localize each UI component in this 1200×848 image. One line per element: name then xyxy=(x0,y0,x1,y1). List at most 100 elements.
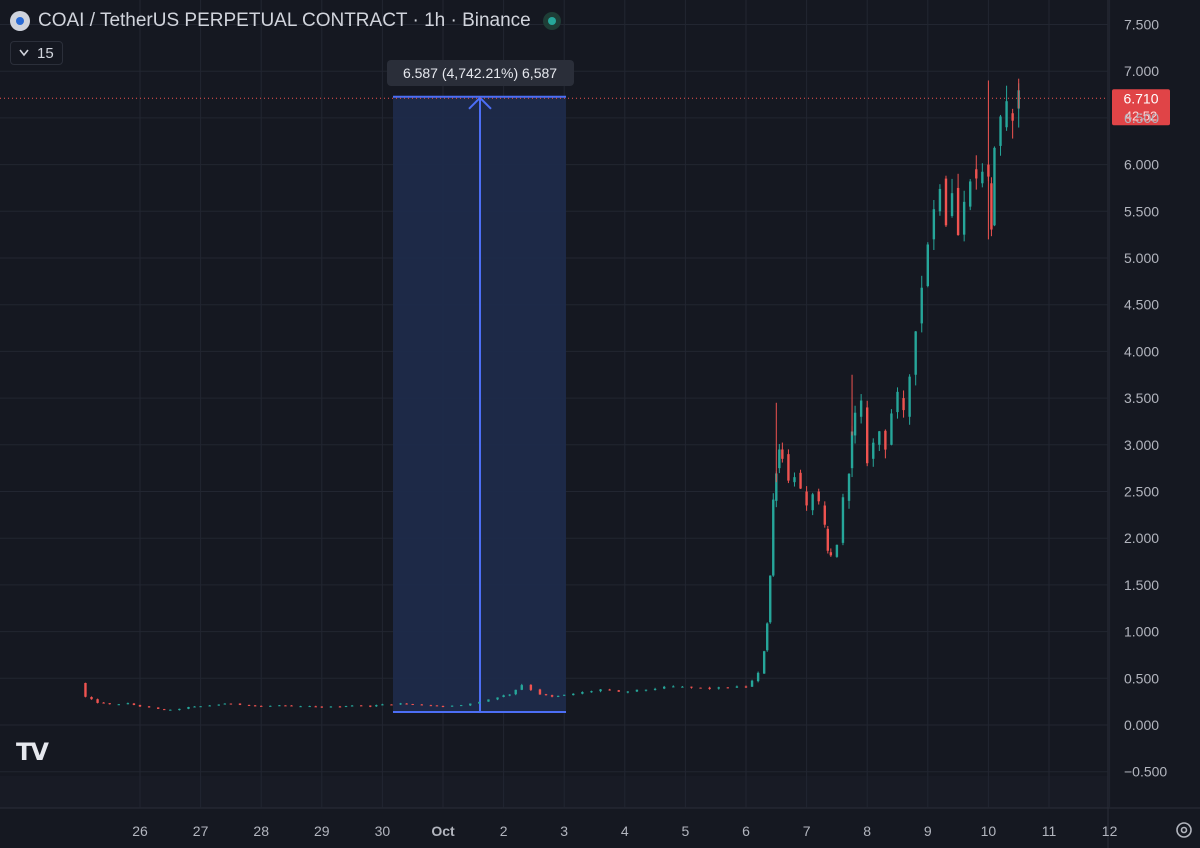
last-price-tag xyxy=(1112,89,1170,126)
candle-body xyxy=(459,705,463,707)
candle-body xyxy=(793,477,796,483)
candle-body xyxy=(823,505,826,525)
candle-body xyxy=(962,201,966,235)
candle-body xyxy=(169,709,172,711)
candle-body xyxy=(775,473,778,501)
candle-body xyxy=(469,703,472,706)
measure-label: 6.587 (4,742.21%) 6,587 xyxy=(403,65,557,81)
candle-body xyxy=(96,699,99,703)
candle-body xyxy=(750,680,754,687)
last-price-value: 6.710 xyxy=(1123,90,1158,106)
candle-body xyxy=(690,686,693,688)
y-tick-label: 2.500 xyxy=(1124,484,1159,500)
x-tick-label: Oct xyxy=(431,823,455,839)
candle-body xyxy=(269,705,272,707)
candle-body xyxy=(990,183,993,230)
settings-gear-icon[interactable] xyxy=(1174,820,1194,840)
candle-body xyxy=(778,449,781,469)
candle-body xyxy=(826,528,830,551)
candle-body xyxy=(538,689,542,695)
x-tick-label: 11 xyxy=(1042,823,1057,839)
candle-body xyxy=(735,686,739,688)
x-tick-label: 4 xyxy=(621,823,629,839)
candle-body xyxy=(799,472,802,489)
interval-selector[interactable]: 15 xyxy=(10,41,63,65)
candle-body xyxy=(381,704,384,706)
x-tick-label: 6 xyxy=(742,823,750,839)
candle-body xyxy=(866,407,869,464)
candle-body xyxy=(717,687,720,689)
candle-body xyxy=(1005,101,1008,128)
candle-body xyxy=(217,704,220,706)
x-tick-label: 7 xyxy=(803,823,811,839)
candle-body xyxy=(544,694,548,696)
candle-body xyxy=(938,188,942,212)
candle-body xyxy=(635,689,639,692)
symbol-title: COAI / TetherUS PERPETUAL CONTRACT · 1h … xyxy=(38,10,531,31)
candle-body xyxy=(662,686,666,689)
candle-body xyxy=(84,682,87,697)
candle-body xyxy=(156,707,160,709)
y-tick-label: 7.500 xyxy=(1124,17,1159,33)
y-tick-label: 4.000 xyxy=(1124,343,1159,359)
measure-label-box xyxy=(387,60,574,86)
candle-body xyxy=(853,412,857,436)
candle-body xyxy=(108,703,111,705)
candle-body xyxy=(260,705,263,707)
y-tick-label: 4.500 xyxy=(1124,297,1159,313)
candle-body xyxy=(572,693,575,696)
candle-body xyxy=(102,702,105,704)
x-tick-label: 26 xyxy=(132,823,148,839)
candle-body xyxy=(981,171,984,184)
candle-body xyxy=(805,491,808,506)
candle-body xyxy=(835,544,839,557)
y-tick-label: 3.500 xyxy=(1124,390,1159,406)
candle-body xyxy=(514,689,517,695)
candle-body xyxy=(126,703,130,705)
candle-body xyxy=(147,706,151,708)
x-tick-label: 2 xyxy=(500,823,508,839)
y-tick-label: 6.500 xyxy=(1124,110,1159,126)
candle-body xyxy=(672,686,675,688)
candle-body xyxy=(329,706,333,708)
candle-body xyxy=(944,178,948,226)
symbol-legend[interactable]: COAI / TetherUS PERPETUAL CONTRACT · 1h … xyxy=(10,10,561,32)
candle-body xyxy=(208,705,211,707)
y-tick-label: 5.500 xyxy=(1124,203,1159,219)
candle-body xyxy=(193,706,196,708)
x-tick-label: 28 xyxy=(253,823,269,839)
candle-body xyxy=(429,705,433,707)
candle-body xyxy=(975,169,978,179)
candle-body xyxy=(744,686,748,688)
candle-body xyxy=(884,430,887,450)
candle-body xyxy=(850,431,854,469)
candle-body xyxy=(787,454,790,481)
candle-body xyxy=(253,705,257,707)
candle-body xyxy=(435,705,439,707)
y-tick-label: 1.000 xyxy=(1124,624,1159,640)
candle-body xyxy=(375,705,378,707)
candle-body xyxy=(811,494,814,511)
candle-body xyxy=(781,449,784,459)
candle-body xyxy=(556,695,560,697)
candle-body xyxy=(520,685,523,690)
tradingview-logo: TV xyxy=(16,738,49,766)
candle-body xyxy=(859,400,863,417)
candle-body xyxy=(932,209,936,240)
candle-body xyxy=(278,705,281,707)
candle-body xyxy=(766,623,769,651)
candle-body xyxy=(405,703,408,705)
candle-body xyxy=(896,391,899,413)
x-tick-label: 27 xyxy=(193,823,209,839)
candle-body xyxy=(681,686,684,688)
y-tick-label: 1.500 xyxy=(1124,577,1159,593)
candle-body xyxy=(344,706,348,708)
candle-body xyxy=(132,703,136,705)
candle-body xyxy=(890,413,893,445)
candle-body xyxy=(187,706,190,709)
candle-body xyxy=(308,706,311,708)
candle-body xyxy=(699,687,702,689)
candle-body xyxy=(487,699,490,702)
candle-body xyxy=(956,187,960,236)
